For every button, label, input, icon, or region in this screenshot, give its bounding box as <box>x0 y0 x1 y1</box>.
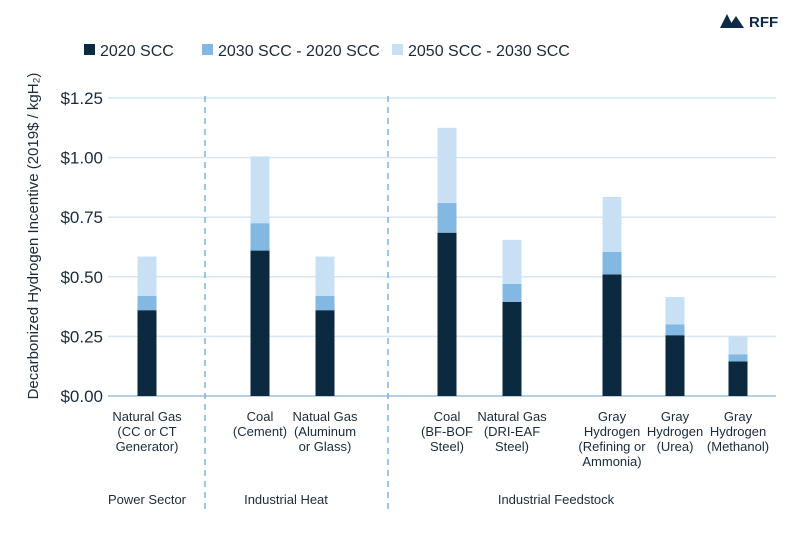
category-label-line: Hydrogen <box>584 424 640 439</box>
bar-segment-2050-minus-2030 <box>728 336 748 355</box>
bar-segment-2050-minus-2030 <box>437 127 457 203</box>
category-label: Coal (BF-BOF Steel) <box>421 409 473 454</box>
category-label: Gray Hydrogen (Refining or Ammonia) <box>578 409 646 469</box>
bar-segment-2020-scc <box>137 310 157 396</box>
category-label-line: (CC or CT <box>117 424 176 439</box>
sector-label: Industrial Heat <box>244 492 328 507</box>
bar-segment-2020-scc <box>602 274 622 396</box>
category-label-line: (Cement) <box>233 424 287 439</box>
category-label-line: Coal <box>434 409 461 424</box>
bar-segment-2030-minus-2020 <box>437 202 457 233</box>
y-tick-label: $1.00 <box>60 149 103 168</box>
category-label-line: Gray <box>724 409 753 424</box>
category-label: Natural Gas (CC or CT Generator) <box>112 409 182 454</box>
legend-label: 2020 SCC <box>100 43 174 60</box>
bar-segment-2030-minus-2020 <box>602 251 622 275</box>
y-tick-label: $0.00 <box>60 387 103 406</box>
y-axis: $0.00 $0.25 $0.50 $0.75 $1.00 $1.25 <box>60 89 103 406</box>
category-label-line: Natual Gas <box>292 409 358 424</box>
y-tick-label: $0.75 <box>60 208 103 227</box>
category-label: Natural Gas (DRI-EAF Steel) <box>477 409 547 454</box>
category-label: Coal (Cement) <box>233 409 287 439</box>
bar-segment-2050-minus-2030 <box>502 239 522 284</box>
x-axis-category-labels: Natural Gas (CC or CT Generator)Coal (Cemen… <box>112 409 769 469</box>
bar-segment-2030-minus-2020 <box>137 295 157 311</box>
y-tick-label: $0.25 <box>60 327 103 346</box>
bars <box>137 127 748 396</box>
category-label: Gray Hydrogen (Methanol) <box>707 409 769 454</box>
bar-segment-2030-minus-2020 <box>502 283 522 302</box>
bar-segment-2030-minus-2020 <box>315 295 335 311</box>
bar-segment-2020-scc <box>315 310 335 396</box>
category-label-line: Ammonia) <box>582 454 641 469</box>
category-label-line: Gray <box>661 409 690 424</box>
legend-label: 2050 SCC - 2030 SCC <box>408 43 570 60</box>
category-label-line: (Aluminum <box>294 424 356 439</box>
bar-segment-2050-minus-2030 <box>665 297 685 325</box>
rff-logo: RFF <box>720 14 778 31</box>
bar-segment-2020-scc <box>502 301 522 396</box>
legend: 2020 SCC 2030 SCC - 2020 SCC 2050 SCC - 20… <box>84 43 570 60</box>
category-label-line: (Methanol) <box>707 439 769 454</box>
bar-segment-2020-scc <box>728 361 748 396</box>
legend-label: 2030 SCC - 2020 SCC <box>218 43 380 60</box>
category-label: Natual Gas (Aluminum or Glass) <box>292 409 358 454</box>
rff-logo-text: RFF <box>749 14 778 31</box>
y-tick-label: $1.25 <box>60 89 103 108</box>
category-label-line: or Glass) <box>299 439 352 454</box>
category-label-line: Steel) <box>430 439 464 454</box>
legend-swatch <box>84 44 95 55</box>
category-label-line: Natural Gas <box>112 409 182 424</box>
category-label-line: Natural Gas <box>477 409 547 424</box>
category-label-line: (Refining or <box>578 439 646 454</box>
category-label-line: (Urea) <box>657 439 694 454</box>
legend-swatch <box>392 44 403 55</box>
category-label-line: Gray <box>598 409 627 424</box>
bar-segment-2030-minus-2020 <box>665 324 685 336</box>
y-tick-label: $0.50 <box>60 268 103 287</box>
bar-segment-2030-minus-2020 <box>728 354 748 362</box>
sector-label: Industrial Feedstock <box>498 492 615 507</box>
sector-label: Power Sector <box>108 492 187 507</box>
category-label-line: (DRI-EAF <box>484 424 540 439</box>
category-label-line: Coal <box>247 409 274 424</box>
category-label-line: Hydrogen <box>710 424 766 439</box>
category-label-line: Generator) <box>116 439 179 454</box>
legend-swatch <box>202 44 213 55</box>
category-label: Gray Hydrogen (Urea) <box>647 409 703 454</box>
bar-segment-2050-minus-2030 <box>602 196 622 252</box>
category-label-line: Hydrogen <box>647 424 703 439</box>
bar-segment-2030-minus-2020 <box>250 223 270 251</box>
bar-segment-2020-scc <box>437 232 457 396</box>
category-label-line: (BF-BOF <box>421 424 473 439</box>
rff-logo-icon <box>720 14 744 28</box>
category-label-line: Steel) <box>495 439 529 454</box>
bar-segment-2050-minus-2030 <box>137 256 157 296</box>
bar-segment-2050-minus-2030 <box>250 156 270 224</box>
bar-segment-2050-minus-2030 <box>315 256 335 296</box>
sector-labels: Power Sector Industrial Heat Industrial Fe… <box>108 492 615 507</box>
y-axis-label: Decarbonized Hydrogen Incentive (2019$ /… <box>25 73 42 400</box>
sector-dividers <box>204 96 389 510</box>
bar-segment-2020-scc <box>665 335 685 396</box>
bar-segment-2020-scc <box>250 250 270 396</box>
